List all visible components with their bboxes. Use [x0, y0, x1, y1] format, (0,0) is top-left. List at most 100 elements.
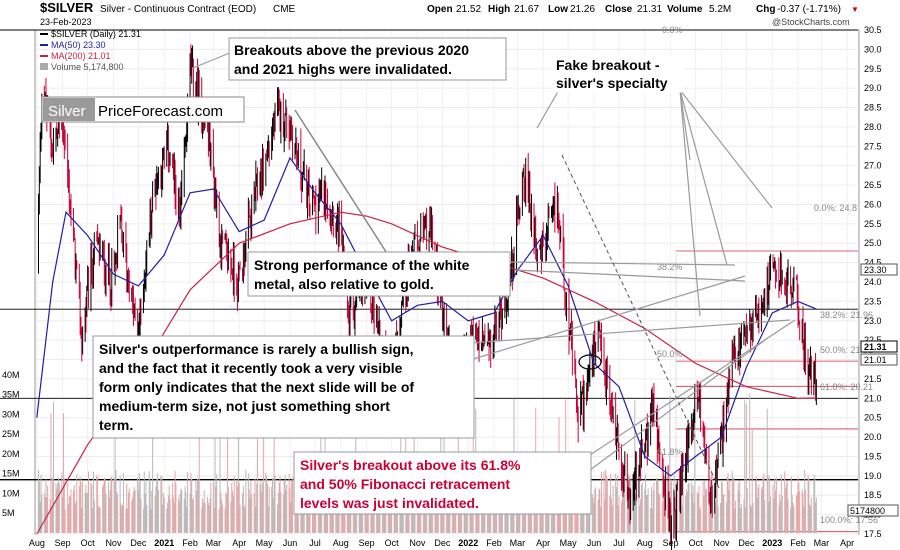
- x-tick-23: Jul: [613, 538, 625, 548]
- y-tick-19: 27.0: [864, 161, 882, 171]
- close-value: 21.31: [637, 4, 662, 15]
- x-tick-31: Mar: [814, 538, 830, 548]
- y-tick-16: 25.5: [864, 219, 882, 229]
- fib-0-top-label: 0.0%: [662, 25, 683, 35]
- fib-100-label: 100.0%: 17.56: [820, 515, 878, 525]
- fibonacci-labels: 0.0% 0.0%: 24.8 38.2% 38.2%: 21.96 50.0%…: [657, 25, 878, 525]
- annotation-a2-line1: Fake breakout -: [556, 57, 660, 73]
- vol-tick-0: 40M: [2, 370, 20, 380]
- x-tick-27: Nov: [713, 538, 730, 548]
- annotation-a3-line2: metal, also relative to gold.: [254, 276, 434, 292]
- close-badge-text: 21.31: [864, 342, 887, 352]
- pointer-a4-1: [469, 319, 791, 344]
- annotation-a1-line1: Breakouts above the previous 2020: [234, 42, 469, 58]
- x-tick-10: Jun: [283, 538, 298, 548]
- x-tick-2: Oct: [81, 538, 96, 548]
- legend-price: $SILVER (Daily) 21.31: [51, 29, 141, 39]
- y-tick-14: 24.5: [864, 258, 882, 268]
- x-tick-4: Dec: [130, 538, 147, 548]
- time-axis: Aug Sep Oct Nov Dec 2021 Feb Mar Apr May Jun Jul Aug…: [29, 538, 854, 548]
- x-tick-6: Feb: [182, 538, 198, 548]
- highlight-ellipse: [578, 354, 602, 370]
- ma200-line: [36, 211, 817, 535]
- y-tick-4: 19.5: [864, 451, 882, 461]
- x-tick-28: Dec: [738, 538, 755, 548]
- x-tick-21: May: [560, 538, 578, 548]
- ma50-badge-text: 23.30: [864, 265, 887, 275]
- chg-label: Chg: [756, 4, 775, 15]
- vol-tick-6: 10M: [2, 488, 20, 498]
- x-tick-18: Feb: [486, 538, 502, 548]
- y-tick-13: 24.0: [864, 277, 882, 287]
- x-tick-12: Aug: [333, 538, 349, 548]
- pointer-a3-1: [509, 261, 736, 266]
- fib-618-label: 61.8%: 20.21: [820, 382, 873, 392]
- high-value: 21.67: [514, 4, 539, 15]
- chart-exchange: CME: [273, 4, 296, 15]
- y-tick-25: 30.0: [864, 44, 882, 54]
- brand-logo: Silver PriceForecast.com: [41, 96, 245, 123]
- annotation-a4-line4: medium-term size, not just something sho…: [99, 398, 390, 414]
- x-tick-30: Feb: [790, 538, 806, 548]
- y-tick-10: 22.5: [864, 335, 882, 345]
- open-value: 21.52: [456, 4, 481, 15]
- pointer-a2-1: [536, 87, 561, 129]
- annotation-a2-line2: silver's specialty: [556, 75, 668, 91]
- ma50-badge: [860, 263, 898, 276]
- x-tick-29: 2023: [762, 538, 782, 548]
- moving-averages: [36, 156, 817, 535]
- chart-contract-name: Silver - Continuous Contract (EOD): [100, 4, 256, 15]
- chart-date: 23-Feb-2023: [40, 17, 92, 27]
- volume-badge-text: 5174800: [850, 506, 885, 516]
- annotation-a3-line1: Strong performance of the white: [254, 257, 470, 273]
- legend-ma200: MA(200) 21.01: [51, 51, 111, 61]
- annotation-a4: Silver's outperformance is rarely a bull…: [92, 335, 475, 439]
- x-tick-3: Nov: [105, 538, 122, 548]
- annotation-a5-line3: levels was just invalidated.: [300, 495, 479, 511]
- y-tick-2: 18.5: [864, 490, 882, 500]
- y-tick-22: 28.5: [864, 103, 882, 113]
- y-tick-3: 19.0: [864, 471, 882, 481]
- y-tick-26: 30.5: [864, 25, 882, 35]
- high-label: High: [488, 4, 510, 15]
- fib-382-left-label: 38.2%: [657, 262, 683, 272]
- fib-50-label: 50.0%: 21.31: [820, 345, 873, 355]
- x-tick-1: Sep: [55, 538, 71, 548]
- x-tick-8: Apr: [232, 538, 246, 548]
- chg-down-icon: ▼: [851, 5, 859, 14]
- volume-badge: [847, 504, 899, 517]
- annotation-a1-line2: and 2021 highs were invalidated.: [234, 61, 452, 77]
- price-badges: 23.30 21.31 21.01 5174800: [847, 263, 899, 517]
- open-label: Open: [427, 4, 453, 15]
- dashed-trendline: [561, 154, 721, 491]
- x-tick-19: Mar: [510, 538, 526, 548]
- pointer-a2-2: [679, 89, 773, 209]
- y-tick-18: 26.5: [864, 180, 882, 190]
- x-tick-22: Jun: [587, 538, 602, 548]
- x-tick-26: Oct: [689, 538, 704, 548]
- decline-trendline: [294, 109, 391, 259]
- annotation-a2: Fake breakout - silver's specialty: [551, 55, 685, 93]
- y-tick-24: 29.5: [864, 64, 882, 74]
- volume-axis: 40M 35M 30M 25M 20M 15M 10M 5M: [2, 370, 20, 518]
- x-tick-0: Aug: [29, 538, 45, 548]
- chart-symbol: $SILVER: [40, 0, 94, 15]
- y-tick-5: 20.0: [864, 432, 882, 442]
- x-tick-11: Jul: [309, 538, 321, 548]
- fib-382-label: 38.2%: 21.96: [820, 310, 873, 320]
- y-tick-11: 23.0: [864, 316, 882, 326]
- x-tick-13: Sep: [359, 538, 375, 548]
- annotation-a1: Breakouts above the previous 2020 and 20…: [228, 37, 507, 81]
- y-tick-7: 21.0: [864, 393, 882, 403]
- pointer-a2-3: [679, 89, 728, 266]
- y-tick-23: 29.0: [864, 83, 882, 93]
- y-tick-20: 27.5: [864, 141, 882, 151]
- ma200-badge-text: 21.01: [864, 355, 887, 365]
- vol-tick-4: 20M: [2, 449, 20, 459]
- y-tick-21: 28.0: [864, 122, 882, 132]
- x-tick-14: Oct: [385, 538, 400, 548]
- low-label: Low: [548, 4, 568, 15]
- pointer-a1-1: [192, 51, 233, 69]
- price-axis: 17.518.018.519.019.520.020.521.021.522.0…: [864, 25, 882, 539]
